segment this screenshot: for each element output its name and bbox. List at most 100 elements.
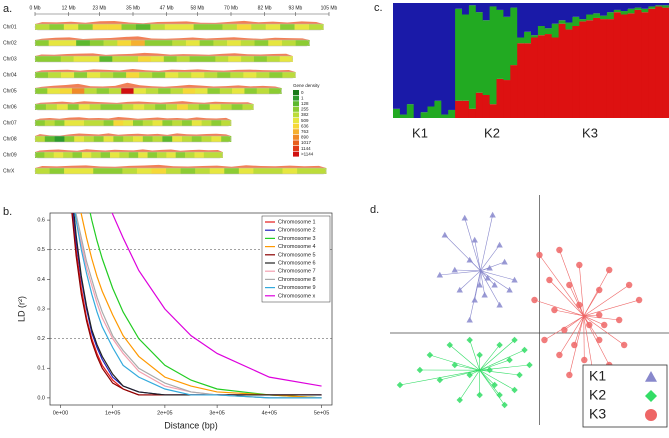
point — [506, 286, 513, 293]
ancestry-segment — [558, 3, 566, 21]
legend-label: 509 — [301, 118, 309, 123]
density-bin — [35, 72, 49, 78]
density-bin — [187, 104, 200, 110]
density-bin — [147, 152, 158, 158]
density-bin — [78, 104, 90, 110]
ancestry-segment — [586, 14, 594, 21]
density-bin — [150, 24, 166, 30]
density-bin — [113, 120, 124, 126]
ancestry-segment — [662, 5, 669, 8]
density-bin — [182, 88, 196, 94]
spoke — [480, 270, 488, 279]
density-bin — [126, 72, 140, 78]
point — [581, 356, 588, 364]
x-tick-label: 5e+05 — [314, 410, 329, 416]
spoke — [583, 315, 625, 346]
spoke — [480, 214, 493, 271]
point — [486, 366, 493, 374]
spoke — [480, 270, 510, 291]
ancestry-segment — [482, 3, 490, 21]
legend-label: Chromosome 7 — [278, 269, 316, 275]
point — [436, 376, 444, 384]
point — [566, 281, 573, 289]
density-bin — [242, 104, 254, 110]
density-bin — [185, 152, 195, 158]
density-bin — [202, 56, 216, 62]
density-bin — [136, 168, 152, 174]
density-bin — [35, 104, 47, 110]
legend-label: 890 — [301, 135, 309, 140]
density-bin — [121, 24, 137, 30]
point — [491, 381, 498, 389]
point — [446, 341, 453, 349]
ancestry-segment — [420, 112, 428, 118]
ancestry-segment — [427, 3, 435, 107]
point — [461, 214, 468, 221]
density-bin — [74, 136, 85, 142]
density-bin — [152, 72, 166, 78]
ancestry-segment — [551, 23, 559, 38]
ancestry-segment — [613, 12, 622, 119]
ancestry-segment — [510, 7, 518, 66]
spoke — [479, 370, 500, 396]
point — [476, 281, 483, 288]
density-bin — [89, 40, 104, 46]
spoke — [549, 279, 584, 317]
density-bin — [213, 40, 228, 46]
point — [596, 336, 603, 344]
spoke — [479, 339, 515, 371]
density-bin — [266, 56, 281, 62]
point — [466, 371, 473, 379]
density-bin — [47, 56, 62, 62]
spoke — [479, 370, 495, 386]
density-bin — [254, 40, 269, 46]
density-bin — [193, 24, 209, 30]
ancestry-segment — [620, 3, 628, 12]
spoke — [479, 370, 505, 406]
density-bin — [84, 136, 95, 142]
density-bin — [54, 120, 65, 126]
density-bin — [217, 72, 231, 78]
point — [466, 256, 473, 263]
legend-swatch — [293, 106, 299, 112]
density-bin — [139, 72, 153, 78]
ancestry-segment — [475, 3, 484, 13]
ancestry-segment — [399, 3, 408, 115]
chromosome — [34, 151, 223, 159]
ancestry-segment — [648, 3, 656, 7]
point — [615, 316, 623, 324]
legend-swatch — [293, 151, 299, 157]
legend-label: Chromosome 4 — [278, 244, 316, 250]
ancestry-segment — [503, 16, 511, 81]
density-bin — [84, 88, 97, 94]
density-bin — [176, 104, 189, 110]
ancestry-segment — [399, 114, 408, 118]
density-bin — [92, 24, 108, 30]
density-bin — [35, 152, 45, 158]
density-bin — [151, 168, 167, 174]
density-bin — [47, 88, 60, 94]
legend-label: 382 — [301, 112, 309, 117]
point — [436, 271, 444, 278]
density-profile — [35, 117, 231, 120]
ancestry-segment — [544, 34, 553, 118]
legend-label: K3 — [589, 406, 606, 422]
density-profile — [35, 133, 231, 136]
density-bin — [49, 168, 65, 174]
chromosome-label: Chr06 — [3, 104, 17, 110]
density-bin — [152, 120, 163, 126]
x-tick-label: 12 Mb — [62, 5, 76, 11]
x-tick-label: 35 Mb — [126, 5, 140, 11]
x-tick-label: 93 Mb — [288, 5, 302, 11]
density-bin — [53, 152, 64, 158]
ancestry-segment — [537, 35, 546, 119]
density-bin — [207, 88, 221, 94]
ancestry-segment — [462, 100, 470, 118]
density-bin — [158, 88, 171, 94]
ancestry-segment — [393, 108, 401, 118]
density-bin — [142, 120, 153, 126]
density-bin — [155, 104, 167, 110]
ancestry-segment — [627, 3, 635, 9]
spoke — [454, 269, 481, 272]
x-tick-label: 82 Mb — [258, 5, 272, 11]
